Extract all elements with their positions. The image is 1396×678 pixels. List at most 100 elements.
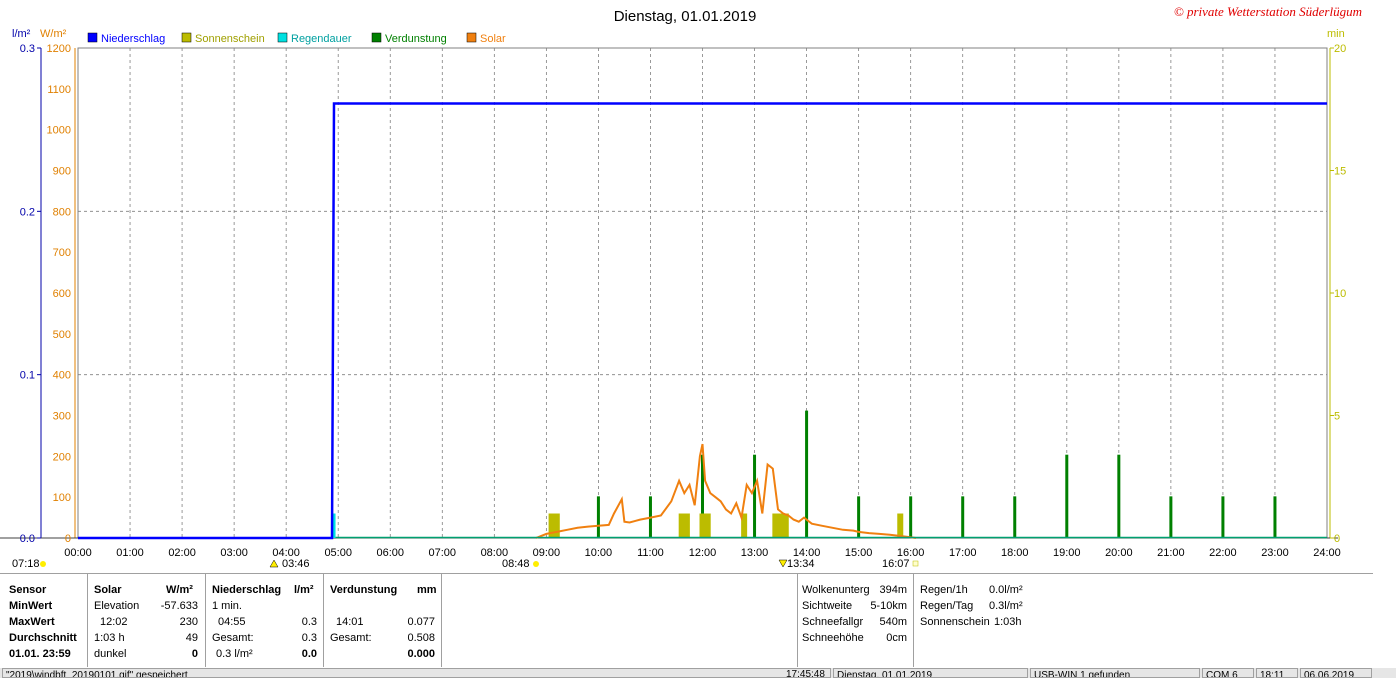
- x-tick-label: 15:00: [845, 547, 873, 559]
- rain-current-value: 0.0: [301, 648, 317, 660]
- x-tick-label: 19:00: [1053, 547, 1081, 559]
- min-tick-label: 0: [1334, 533, 1340, 545]
- solar-tick-label: 900: [53, 166, 71, 178]
- status-com: COM 6: [1202, 668, 1254, 678]
- min-tick-label: 5: [1334, 411, 1340, 423]
- solar-unit-label: W/m²: [40, 28, 67, 40]
- solar-avg-value: 49: [185, 632, 198, 644]
- snowfall-limit-value: 540m: [879, 616, 907, 628]
- rain-tick-label: 0.0: [20, 533, 35, 545]
- divider: [205, 574, 206, 667]
- x-tick-label: 24:00: [1313, 547, 1341, 559]
- bar-verdunstung: [753, 454, 757, 538]
- bar-verdunstung: [909, 496, 913, 538]
- evap-header: Verdunstung: [330, 584, 398, 596]
- x-tick-label: 22:00: [1209, 547, 1237, 559]
- bar-sonnenschein: [897, 513, 904, 538]
- x-tick-label: 20:00: [1105, 547, 1133, 559]
- evap-unit: mm: [417, 584, 437, 596]
- rain-current-label: 0.3 l/m²: [216, 648, 253, 660]
- sunshine-label: Sonnenschein: [920, 616, 990, 628]
- x-tick-label: 12:00: [689, 547, 717, 559]
- x-tick-label: 14:00: [793, 547, 821, 559]
- bar-sonnenschein: [772, 513, 779, 538]
- evap-total-label: Gesamt:: [330, 632, 372, 644]
- status-file: "2019\windbft_20190101.gif" gespeichert: [2, 668, 831, 678]
- x-tick-label: 21:00: [1157, 547, 1185, 559]
- legend-swatch: [277, 32, 288, 43]
- moon2-marker: [778, 559, 788, 568]
- bar-verdunstung: [1117, 454, 1121, 538]
- min-tick-label: 20: [1334, 43, 1346, 55]
- evap-max-value: 0.077: [407, 616, 435, 628]
- x-tick-label: 00:00: [64, 547, 92, 559]
- snowfall-limit-label: Schneefallgr: [802, 616, 864, 628]
- dawn-marker: [533, 561, 539, 567]
- sunrise-label: 07:18: [12, 558, 40, 570]
- solar-unit: W/m²: [166, 584, 193, 596]
- legend-swatch: [181, 32, 192, 43]
- x-tick-label: 09:00: [533, 547, 561, 559]
- line-series: [78, 102, 1327, 540]
- status-usb: USB-WIN 1 gefunden: [1030, 668, 1200, 678]
- x-tick-label: 05:00: [324, 547, 352, 559]
- legend-label: Regendauer: [291, 33, 352, 45]
- rain-min-label: 1 min.: [212, 600, 242, 612]
- divider: [87, 574, 88, 667]
- bar-sonnenschein: [741, 513, 748, 538]
- x-tick-label: 11:00: [637, 547, 664, 559]
- solar-tick-label: 1200: [47, 43, 71, 55]
- solar-min-label: Elevation: [94, 600, 140, 612]
- sensor-current-label: 01.01. 23:59: [9, 648, 71, 660]
- x-tick-label: 10:00: [585, 547, 613, 559]
- rain-tick-label: 0.3: [20, 43, 35, 55]
- x-tick-label: 13:00: [741, 547, 769, 559]
- status-time: 17:45:48: [786, 669, 825, 678]
- evap-total-value: 0.508: [407, 632, 435, 644]
- min-tick-label: 15: [1334, 166, 1346, 178]
- visibility-value: 5-10km: [870, 600, 907, 612]
- bar-verdunstung: [1273, 496, 1277, 538]
- bar-verdunstung: [701, 454, 704, 538]
- divider: [441, 574, 442, 667]
- sunrise-marker: [40, 561, 46, 567]
- dusk-label: 16:07: [882, 558, 910, 570]
- rain-1h-value: 0.0l/m²: [989, 584, 1023, 596]
- x-tick-label: 17:00: [949, 547, 977, 559]
- sensor-max-label: MaxWert: [9, 616, 55, 628]
- rain-max-value: 0.3: [301, 616, 317, 628]
- divider: [323, 574, 324, 667]
- moon1-marker: [269, 559, 279, 568]
- x-tick-label: 02:00: [168, 547, 196, 559]
- series-line-solar: [535, 443, 917, 539]
- solar-header: Solar: [94, 584, 122, 596]
- bar-sonnenschein: [548, 513, 555, 538]
- legend-label: Solar: [480, 33, 506, 45]
- legend-swatch: [87, 32, 98, 43]
- cloud-base-value: 394m: [879, 584, 907, 596]
- x-tick-label: 23:00: [1261, 547, 1289, 559]
- x-tick-label: 03:00: [220, 547, 248, 559]
- rain-total-label: Gesamt:: [212, 632, 254, 644]
- cloud-base-label: Wolkenunterg: [802, 584, 870, 596]
- dusk-marker: [912, 560, 919, 567]
- bar-sonnenschein: [678, 513, 685, 538]
- stats-panel: Sensor MinWert MaxWert Durchschnitt 01.0…: [0, 573, 1373, 669]
- legend-label: Sonnenschein: [195, 33, 265, 45]
- status-date: Dienstag, 01.01.2019: [833, 668, 1028, 678]
- bar-verdunstung: [1013, 496, 1017, 538]
- evap-max-time: 14:01: [336, 616, 364, 628]
- solar-tick-label: 1100: [47, 84, 71, 96]
- sensor-header: Sensor: [9, 584, 47, 596]
- solar-tick-label: 300: [53, 411, 71, 423]
- visibility-label: Sichtweite: [802, 600, 853, 612]
- moon2-label: 13:34: [787, 558, 815, 570]
- x-tick-label: 08:00: [481, 547, 509, 559]
- rain-tick-label: 0.2: [20, 206, 35, 218]
- legend-label: Niederschlag: [101, 33, 165, 45]
- solar-current-label: dunkel: [94, 648, 127, 660]
- bar-verdunstung: [1169, 496, 1173, 538]
- x-tick-label: 04:00: [272, 547, 300, 559]
- x-tick-label: 18:00: [1001, 547, 1029, 559]
- divider: [913, 574, 914, 667]
